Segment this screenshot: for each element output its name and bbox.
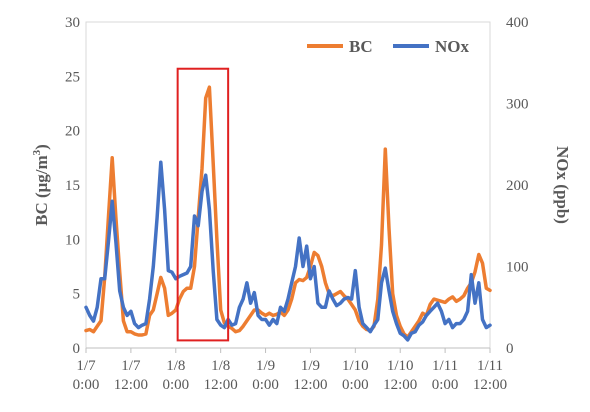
left-tick-label: 10 (65, 232, 80, 248)
x-tick-label-date: 1/11 (477, 358, 503, 374)
x-tick-label-time: 0:00 (73, 377, 100, 393)
right-tick-label: 200 (506, 178, 529, 194)
x-tick-label-time: 12:00 (204, 377, 238, 393)
right-tick-label: 0 (506, 341, 514, 357)
x-tick-label-date: 1/9 (256, 358, 275, 374)
highlight-box (176, 67, 230, 342)
x-tick-label-date: 1/10 (342, 358, 369, 374)
x-tick-label-date: 1/11 (432, 358, 458, 374)
series-line-bc (84, 85, 492, 339)
right-axis-ticks: 0 100 200 300 400 (506, 15, 529, 357)
x-tick-label-date: 1/10 (387, 358, 414, 374)
series-line-nox (84, 160, 492, 342)
right-tick-label: 300 (506, 97, 529, 113)
left-tick-label: 20 (65, 124, 80, 140)
x-tick-label-time: 12:00 (383, 377, 417, 393)
x-tick-label-date: 1/9 (301, 358, 320, 374)
gridlines (85, 21, 491, 349)
x-axis-ticks: 1/7 0:00 1/7 12:00 1/8 0:00 1/8 12:00 1/9 0:00 1/9… (73, 348, 507, 393)
left-axis-title: BC (μg/m3) (31, 144, 51, 226)
x-tick-label-time: 0:00 (162, 377, 189, 393)
x-tick-label-time: 12:00 (293, 377, 327, 393)
x-tick-label-date: 1/8 (166, 358, 185, 374)
x-tick-label-date: 1/7 (76, 358, 96, 374)
legend-label-nox: NOx (435, 37, 470, 56)
left-tick-label: 15 (65, 178, 80, 194)
left-tick-label: 5 (73, 287, 81, 303)
legend-label-bc: BC (349, 37, 373, 56)
legend: BC NOx (307, 37, 470, 56)
series-layer (84, 85, 492, 342)
left-tick-label: 30 (65, 15, 80, 31)
left-axis-ticks: 0 5 10 15 20 25 30 (65, 15, 80, 357)
x-tick-label-time: 12:00 (114, 377, 148, 393)
x-tick-label-time: 0:00 (432, 377, 459, 393)
x-tick-label-time: 0:00 (342, 377, 369, 393)
left-tick-label: 0 (73, 341, 81, 357)
x-tick-label-date: 1/8 (211, 358, 230, 374)
left-axis-title-superscript: 3 (31, 149, 43, 155)
right-tick-label: 100 (506, 260, 529, 276)
left-axis-title-end: ) (32, 144, 51, 150)
right-tick-label: 400 (506, 15, 529, 31)
x-tick-label-time: 12:00 (473, 377, 507, 393)
right-axis-title: NOx (ppb) (553, 146, 572, 224)
left-tick-label: 25 (65, 69, 80, 85)
x-tick-label-time: 0:00 (252, 377, 279, 393)
x-tick-label-date: 1/7 (121, 358, 141, 374)
